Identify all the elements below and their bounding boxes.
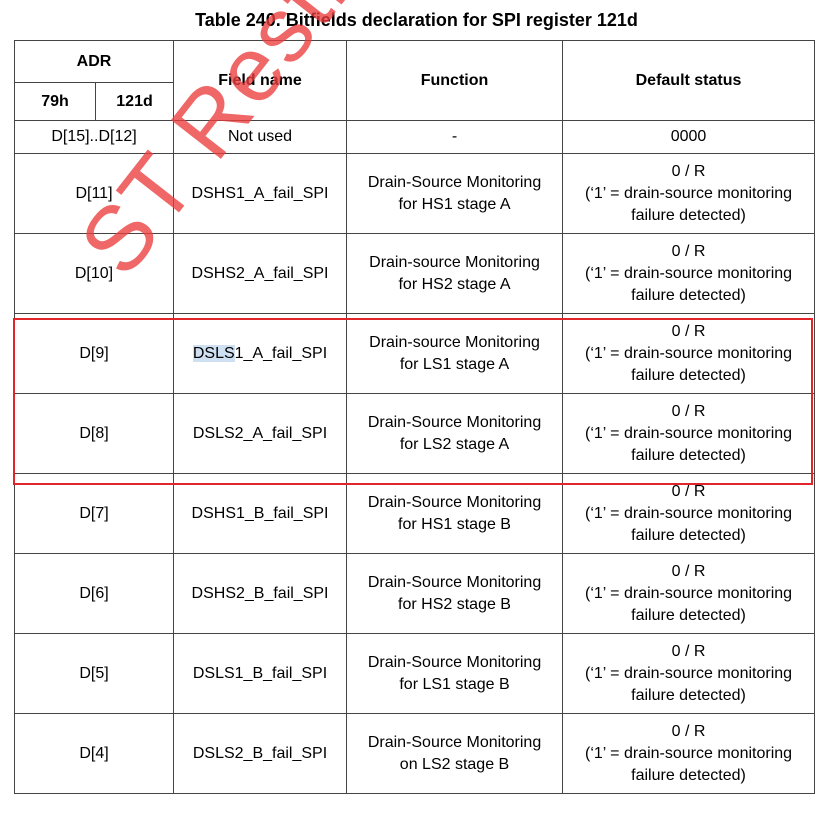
- table-row: D[11] DSHS1_A_fail_SPI Drain-Source Moni…: [13, 153, 816, 234]
- default-line-1: 0 / R: [671, 562, 706, 580]
- cell-field-name: DSHS2_A_fail_SPI: [173, 233, 348, 314]
- default-line-2: (‘1’ = drain-source monitoring: [584, 184, 793, 202]
- function-line-1: Drain-Source Monitoring: [367, 413, 542, 431]
- table-row: D[5] DSLS1_B_fail_SPI Drain-Source Monit…: [13, 633, 816, 714]
- default-line-3: failure detected): [631, 286, 746, 304]
- default-line-1: 0 / R: [671, 162, 706, 180]
- default-line-3: failure detected): [631, 606, 746, 624]
- cell-default-status: 0 / R (‘1’ = drain-source monitoring fai…: [562, 473, 816, 554]
- table-row: D[15]..D[12] Not used - 0000: [13, 120, 816, 154]
- cell-function: Drain-Source Monitoring for HS2 stage B: [346, 553, 564, 634]
- cell-function: Drain-source Monitoring for LS1 stage A: [346, 313, 564, 394]
- default-line-1: 0 / R: [671, 642, 706, 660]
- function-line-1: Drain-source Monitoring: [369, 333, 540, 351]
- default-line-2: (‘1’ = drain-source monitoring: [584, 744, 793, 762]
- cell-adr: D[9]: [13, 313, 175, 394]
- default-line-2: (‘1’ = drain-source monitoring: [584, 424, 793, 442]
- cell-function: Drain-source Monitoring for HS2 stage A: [346, 233, 564, 314]
- cell-default-status: 0 / R (‘1’ = drain-source monitoring fai…: [562, 393, 816, 474]
- cell-field-name: DSLS1_B_fail_SPI: [173, 633, 348, 714]
- cell-function: Drain-Source Monitoring for HS1 stage A: [346, 153, 564, 234]
- default-line-3: failure detected): [631, 366, 746, 384]
- cell-adr: D[10]: [13, 233, 175, 314]
- function-line-2: for LS2 stage A: [399, 435, 510, 453]
- selected-text-highlight[interactable]: DSLS: [192, 344, 235, 362]
- default-line-2: (‘1’ = drain-source monitoring: [584, 584, 793, 602]
- function-line-2: for HS2 stage B: [398, 595, 511, 613]
- cell-field-name: DSLS2_B_fail_SPI: [173, 713, 348, 794]
- cell-adr: D[6]: [13, 553, 175, 634]
- cell-default-status: 0000: [562, 120, 816, 154]
- default-line-2: (‘1’ = drain-source monitoring: [584, 664, 793, 682]
- cell-adr: D[7]: [13, 473, 175, 554]
- cell-field-name: DSLS1_A_fail_SPI: [173, 313, 348, 394]
- default-line-1: 0 / R: [671, 722, 706, 740]
- function-line-1: Drain-source Monitoring: [369, 253, 540, 271]
- cell-default-status: 0 / R (‘1’ = drain-source monitoring fai…: [562, 713, 816, 794]
- default-line-3: failure detected): [631, 206, 746, 224]
- default-line-1: 0 / R: [671, 242, 706, 260]
- function-line-1: Drain-Source Monitoring: [367, 493, 542, 511]
- header-function: Function: [346, 40, 564, 121]
- table-row: D[9] DSLS1_A_fail_SPI Drain-source Monit…: [13, 313, 816, 394]
- function-line-1: Drain-Source Monitoring: [367, 653, 542, 671]
- cell-adr: D[5]: [13, 633, 175, 714]
- field-name-rest: 1_A_fail_SPI: [234, 344, 328, 362]
- default-line-3: failure detected): [631, 526, 746, 544]
- cell-adr: D[15]..D[12]: [13, 120, 175, 154]
- default-line-1: 0 / R: [671, 402, 706, 420]
- cell-adr: D[11]: [13, 153, 175, 234]
- table-caption: Table 240. Bitfields declaration for SPI…: [195, 10, 638, 30]
- default-line-2: (‘1’ = drain-source monitoring: [584, 264, 793, 282]
- function-line-1: Drain-Source Monitoring: [367, 173, 542, 191]
- header-field-name: Field name: [173, 40, 348, 121]
- cell-field-name: DSHS1_B_fail_SPI: [173, 473, 348, 554]
- table-row: D[7] DSHS1_B_fail_SPI Drain-Source Monit…: [13, 473, 816, 554]
- function-line-2: on LS2 stage B: [399, 755, 510, 773]
- header-adr-79h: 79h: [14, 82, 96, 121]
- table-row: D[10] DSHS2_A_fail_SPI Drain-source Moni…: [13, 233, 816, 314]
- header-default-status: Default status: [562, 40, 816, 121]
- cell-adr: D[8]: [13, 393, 175, 474]
- default-line-1: 0 / R: [671, 482, 706, 500]
- default-line-1: 0 / R: [671, 322, 706, 340]
- cell-field-name: DSHS2_B_fail_SPI: [173, 553, 348, 634]
- cell-function: Drain-Source Monitoring for HS1 stage B: [346, 473, 564, 554]
- cell-default-status: 0 / R (‘1’ = drain-source monitoring fai…: [562, 233, 816, 314]
- cell-default-status: 0 / R (‘1’ = drain-source monitoring fai…: [562, 553, 816, 634]
- cell-function: Drain-Source Monitoring on LS2 stage B: [346, 713, 564, 794]
- default-line-3: failure detected): [631, 766, 746, 784]
- function-line-2: for HS1 stage A: [398, 195, 511, 213]
- header-adr: ADR: [13, 40, 175, 83]
- function-line-2: for LS1 stage A: [399, 355, 510, 373]
- default-line-2: (‘1’ = drain-source monitoring: [584, 504, 793, 522]
- function-line-1: Drain-Source Monitoring: [367, 573, 542, 591]
- cell-default-status: 0 / R (‘1’ = drain-source monitoring fai…: [562, 633, 816, 714]
- cell-function: Drain-Source Monitoring for LS2 stage A: [346, 393, 564, 474]
- default-line-3: failure detected): [631, 686, 746, 704]
- bitfields-table: ADR Field name Function Default status 7…: [13, 40, 816, 794]
- table-row: D[8] DSLS2_A_fail_SPI Drain-Source Monit…: [13, 393, 816, 474]
- function-line-2: for HS2 stage A: [398, 275, 511, 293]
- cell-function: -: [346, 120, 564, 154]
- table-row: D[4] DSLS2_B_fail_SPI Drain-Source Monit…: [13, 713, 816, 794]
- default-line-3: failure detected): [631, 446, 746, 464]
- header-adr-121d: 121d: [94, 82, 175, 121]
- cell-field-name: Not used: [173, 120, 348, 154]
- cell-adr: D[4]: [13, 713, 175, 794]
- function-line-1: Drain-Source Monitoring: [367, 733, 542, 751]
- default-line-2: (‘1’ = drain-source monitoring: [584, 344, 793, 362]
- function-line-2: for HS1 stage B: [398, 515, 511, 533]
- table-row: D[6] DSHS2_B_fail_SPI Drain-Source Monit…: [13, 553, 816, 634]
- cell-function: Drain-Source Monitoring for LS1 stage B: [346, 633, 564, 714]
- cell-default-status: 0 / R (‘1’ = drain-source monitoring fai…: [562, 313, 816, 394]
- cell-field-name: DSLS2_A_fail_SPI: [173, 393, 348, 474]
- cell-field-name: DSHS1_A_fail_SPI: [173, 153, 348, 234]
- cell-default-status: 0 / R (‘1’ = drain-source monitoring fai…: [562, 153, 816, 234]
- function-line-2: for LS1 stage B: [399, 675, 510, 693]
